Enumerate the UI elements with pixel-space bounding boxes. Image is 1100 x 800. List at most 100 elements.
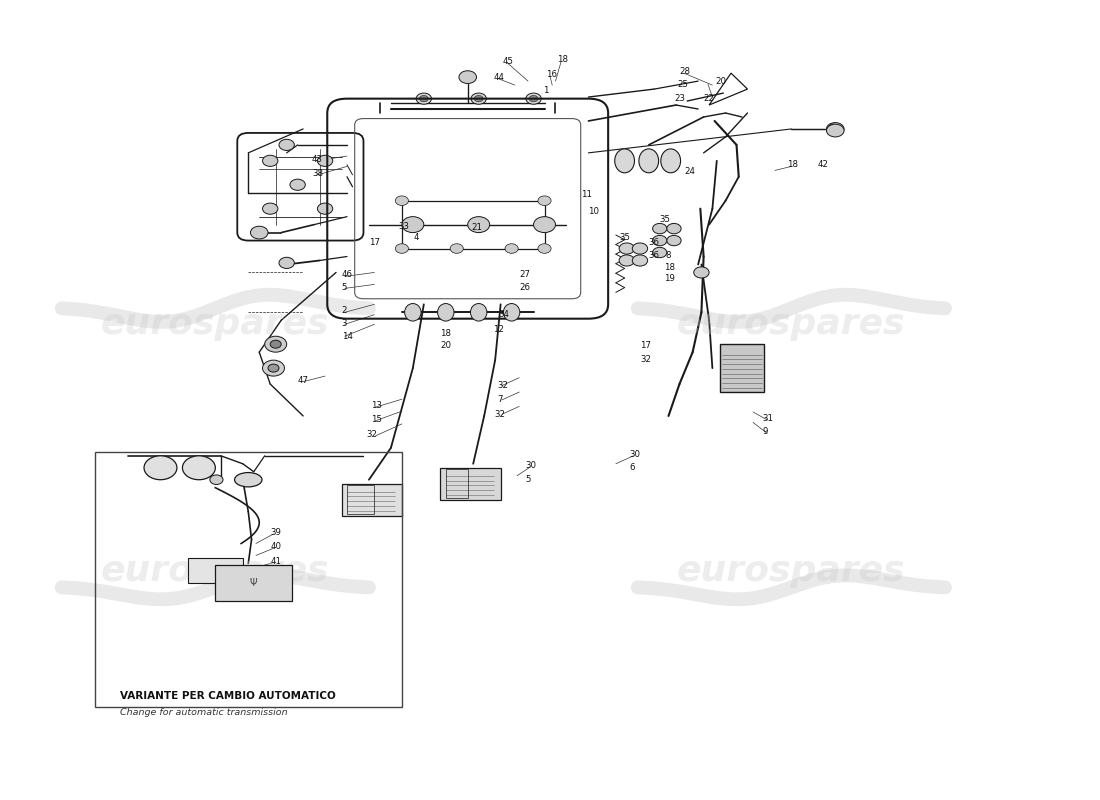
Text: 6: 6 (629, 463, 635, 472)
Circle shape (538, 196, 551, 206)
Bar (446, 470, 468, 498)
Text: 15: 15 (371, 414, 382, 424)
Circle shape (619, 255, 635, 266)
Text: 28: 28 (680, 67, 691, 76)
Circle shape (271, 340, 282, 348)
Text: 35: 35 (619, 233, 630, 242)
Text: 10: 10 (588, 207, 600, 216)
Text: 5: 5 (341, 283, 346, 292)
Text: 20: 20 (716, 77, 727, 86)
Text: 20: 20 (440, 342, 451, 350)
Text: 33: 33 (398, 222, 409, 230)
Text: 32: 32 (497, 381, 508, 390)
Text: 41: 41 (271, 557, 282, 566)
Circle shape (450, 244, 463, 254)
Text: 24: 24 (684, 166, 695, 176)
Circle shape (419, 95, 428, 102)
Circle shape (268, 364, 279, 372)
Text: 42: 42 (817, 160, 828, 170)
Circle shape (652, 223, 667, 234)
Circle shape (652, 235, 667, 246)
Text: 26: 26 (519, 283, 530, 292)
Circle shape (474, 95, 483, 102)
Text: 32: 32 (640, 355, 651, 364)
Circle shape (416, 93, 431, 104)
Bar (341, 484, 402, 515)
Bar (440, 468, 500, 500)
Text: 46: 46 (341, 270, 352, 279)
Text: 4: 4 (414, 233, 419, 242)
Text: 18: 18 (557, 55, 568, 64)
Circle shape (318, 203, 333, 214)
Circle shape (828, 124, 837, 130)
Text: 17: 17 (640, 342, 651, 350)
Ellipse shape (639, 149, 659, 173)
Circle shape (619, 243, 635, 254)
Text: 23: 23 (674, 94, 685, 103)
Text: eurospares: eurospares (101, 554, 330, 589)
Circle shape (534, 217, 556, 233)
Circle shape (263, 203, 278, 214)
Text: 45: 45 (503, 57, 514, 66)
Text: Change for automatic transmission: Change for automatic transmission (120, 708, 287, 718)
Ellipse shape (234, 473, 262, 487)
Text: 30: 30 (526, 461, 537, 470)
Circle shape (459, 70, 476, 83)
Text: 25: 25 (678, 80, 689, 89)
Text: 9: 9 (763, 427, 768, 436)
Circle shape (471, 93, 486, 104)
Circle shape (263, 155, 278, 166)
Circle shape (826, 122, 844, 135)
Circle shape (667, 223, 681, 234)
Text: eurospares: eurospares (678, 307, 905, 342)
Text: 1: 1 (543, 86, 549, 95)
Circle shape (402, 217, 424, 233)
Circle shape (667, 235, 681, 246)
Text: 22: 22 (704, 94, 715, 103)
Bar (216, 565, 293, 601)
Text: 2: 2 (341, 306, 346, 315)
Text: 11: 11 (581, 190, 592, 199)
Text: 39: 39 (271, 528, 282, 537)
Circle shape (183, 456, 216, 480)
Text: 34: 34 (498, 310, 509, 319)
Text: 27: 27 (519, 270, 530, 279)
Text: 12: 12 (493, 325, 504, 334)
Circle shape (318, 155, 333, 166)
Text: 18: 18 (664, 263, 675, 272)
Text: 19: 19 (664, 274, 675, 283)
Bar (188, 558, 243, 583)
Text: 43: 43 (312, 154, 323, 164)
Circle shape (279, 258, 295, 269)
Circle shape (652, 247, 667, 258)
Circle shape (290, 179, 306, 190)
Text: 5: 5 (526, 475, 531, 484)
Bar (346, 486, 374, 514)
Text: 30: 30 (629, 450, 640, 458)
Circle shape (468, 217, 490, 233)
Circle shape (279, 139, 295, 150)
Bar (95, 452, 402, 707)
Text: 18: 18 (786, 160, 798, 170)
Circle shape (505, 244, 518, 254)
Text: 18: 18 (440, 330, 451, 338)
Ellipse shape (405, 303, 421, 321)
Text: 44: 44 (494, 73, 505, 82)
Text: 40: 40 (271, 542, 282, 551)
Text: eurospares: eurospares (678, 554, 905, 589)
Ellipse shape (471, 303, 487, 321)
Ellipse shape (615, 149, 635, 173)
Circle shape (529, 95, 538, 102)
Circle shape (526, 93, 541, 104)
Text: 32: 32 (366, 430, 377, 438)
Text: 3: 3 (341, 319, 346, 328)
Text: 35: 35 (660, 215, 671, 224)
Circle shape (263, 360, 285, 376)
Circle shape (694, 267, 710, 278)
Text: 13: 13 (371, 401, 382, 410)
Text: 31: 31 (763, 414, 774, 423)
Text: 47: 47 (298, 375, 309, 385)
Circle shape (826, 124, 844, 137)
Ellipse shape (438, 303, 454, 321)
Text: 36: 36 (649, 251, 660, 260)
